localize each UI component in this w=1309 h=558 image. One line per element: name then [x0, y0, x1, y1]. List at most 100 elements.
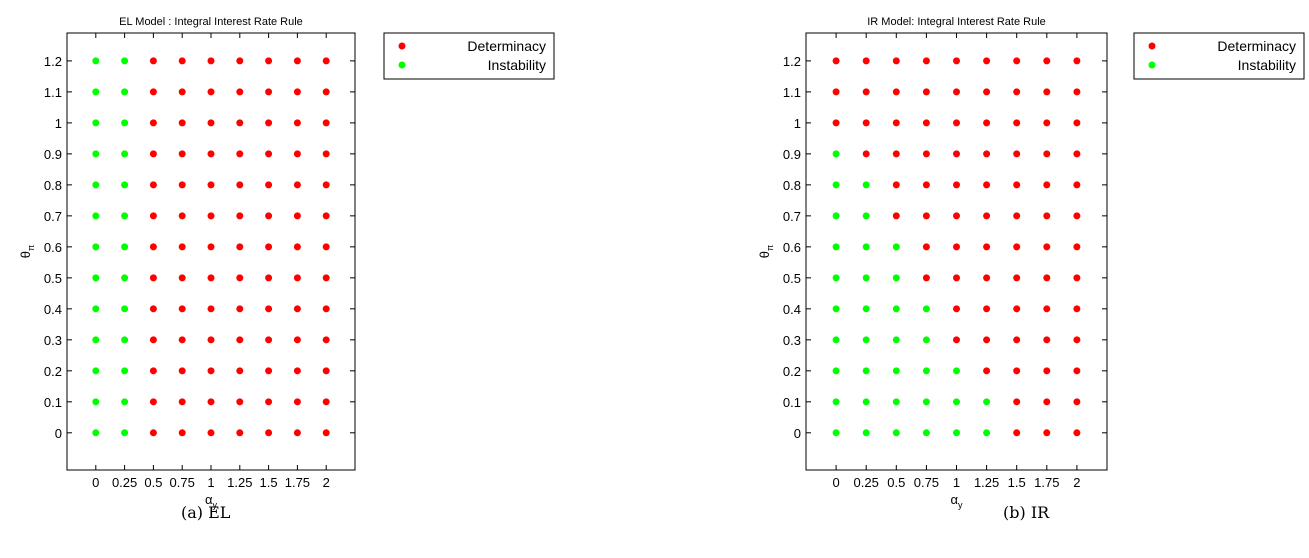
point-determinacy [236, 181, 244, 189]
point-determinacy [178, 57, 186, 65]
point-determinacy [236, 429, 244, 437]
point-determinacy [1073, 88, 1081, 96]
y-tick-label: 0.8 [783, 178, 801, 193]
legend-box [383, 32, 555, 80]
point-determinacy [178, 429, 186, 437]
y-tick-label: 0.7 [783, 209, 801, 224]
point-determinacy [149, 181, 157, 189]
y-tick-label: 0.7 [44, 209, 62, 224]
point-determinacy [265, 243, 273, 251]
point-instability [832, 367, 840, 375]
y-tick-label: 1.2 [44, 54, 62, 69]
chart-title: IR Model: Integral Interest Rate Rule [867, 16, 1046, 28]
point-determinacy [1043, 88, 1051, 96]
caption-a: (a) EL [181, 503, 231, 522]
point-determinacy [207, 181, 215, 189]
point-instability [832, 429, 840, 437]
point-determinacy [983, 150, 991, 158]
point-determinacy [322, 119, 330, 127]
x-tick-label: 1 [207, 475, 214, 490]
point-instability [121, 336, 129, 344]
point-determinacy [265, 305, 273, 313]
point-instability [92, 429, 100, 437]
chart-ir: IR Model: Integral Interest Rate Rule 0 0.… [757, 16, 1305, 510]
legend-label-instability: Instability [488, 57, 546, 73]
point-determinacy [322, 57, 330, 65]
point-determinacy [236, 150, 244, 158]
x-axis-label: αy [950, 492, 963, 510]
point-determinacy [1043, 150, 1051, 158]
x-tick-label: 0.5 [144, 475, 162, 490]
point-determinacy [1073, 398, 1081, 406]
point-instability [862, 243, 870, 251]
point-instability [92, 274, 100, 282]
point-determinacy [265, 57, 273, 65]
point-determinacy [1043, 274, 1051, 282]
point-instability [862, 336, 870, 344]
point-determinacy [236, 119, 244, 127]
point-determinacy [983, 212, 991, 220]
point-instability [92, 57, 100, 65]
x-tick-label: 0.75 [170, 475, 195, 490]
legend-marker-determinacy [398, 42, 406, 50]
point-determinacy [922, 150, 930, 158]
point-determinacy [1073, 181, 1081, 189]
legend-box [1133, 32, 1305, 80]
y-tick-label: 0.2 [44, 364, 62, 379]
point-determinacy [149, 305, 157, 313]
point-instability [92, 88, 100, 96]
x-tick-label: 2 [1073, 475, 1080, 490]
point-instability [121, 398, 129, 406]
point-determinacy [149, 367, 157, 375]
point-determinacy [983, 119, 991, 127]
point-determinacy [236, 398, 244, 406]
point-determinacy [265, 212, 273, 220]
point-determinacy [953, 150, 960, 158]
point-determinacy [953, 274, 960, 282]
point-determinacy [1073, 305, 1081, 313]
point-determinacy [236, 57, 244, 65]
point-determinacy [265, 150, 273, 158]
y-tick-label: 1 [55, 116, 62, 131]
point-instability [92, 150, 100, 158]
legend: Determinacy Instability [383, 32, 555, 80]
y-tick-label: 0.4 [44, 302, 62, 317]
point-instability [862, 212, 870, 220]
point-determinacy [862, 119, 870, 127]
point-determinacy [892, 150, 900, 158]
x-tick-label: 0 [832, 475, 839, 490]
point-determinacy [1013, 119, 1021, 127]
point-determinacy [207, 243, 215, 251]
point-determinacy [236, 274, 244, 282]
legend-label-instability: Instability [1238, 57, 1296, 73]
point-determinacy [953, 88, 960, 96]
point-instability [922, 398, 930, 406]
point-determinacy [178, 181, 186, 189]
point-instability [892, 367, 900, 375]
point-determinacy [322, 367, 330, 375]
point-instability [121, 243, 129, 251]
x-tick-label: 1.25 [974, 475, 999, 490]
point-determinacy [1073, 336, 1081, 344]
point-instability [92, 398, 100, 406]
point-instability [121, 88, 129, 96]
y-tick-label: 1.2 [783, 54, 801, 69]
y-tick-label: 0.6 [783, 240, 801, 255]
point-determinacy [892, 181, 900, 189]
y-tick-label: 0.4 [783, 302, 801, 317]
point-determinacy [922, 57, 930, 65]
point-determinacy [265, 88, 273, 96]
point-instability [892, 336, 900, 344]
point-determinacy [178, 119, 186, 127]
point-determinacy [236, 243, 244, 251]
point-determinacy [149, 88, 157, 96]
point-instability [832, 398, 840, 406]
point-determinacy [178, 150, 186, 158]
point-determinacy [1043, 429, 1051, 437]
point-determinacy [1043, 336, 1051, 344]
point-determinacy [322, 398, 330, 406]
point-determinacy [1013, 181, 1021, 189]
point-determinacy [322, 336, 330, 344]
